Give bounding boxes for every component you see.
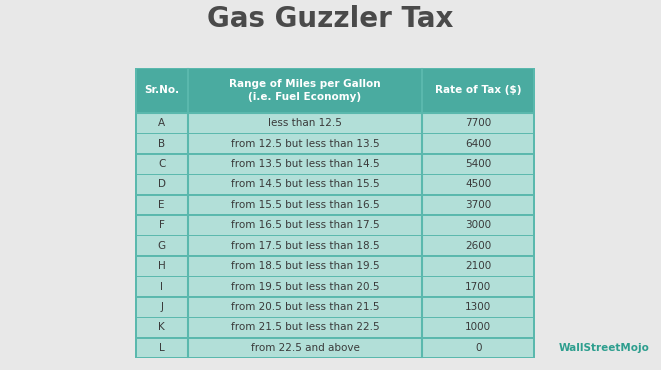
Text: 4500: 4500 xyxy=(465,179,492,189)
Text: from 20.5 but less than 21.5: from 20.5 but less than 21.5 xyxy=(231,302,379,312)
Text: Range of Miles per Gallon
(i.e. Fuel Economy): Range of Miles per Gallon (i.e. Fuel Eco… xyxy=(229,79,381,102)
Text: 5400: 5400 xyxy=(465,159,492,169)
Text: 1700: 1700 xyxy=(465,282,492,292)
Text: D: D xyxy=(157,179,166,189)
Text: Rate of Tax ($): Rate of Tax ($) xyxy=(435,85,522,95)
Text: from 14.5 but less than 15.5: from 14.5 but less than 15.5 xyxy=(231,179,379,189)
Text: from 16.5 but less than 17.5: from 16.5 but less than 17.5 xyxy=(231,220,379,230)
Text: H: H xyxy=(158,261,165,271)
Text: I: I xyxy=(160,282,163,292)
Text: 1000: 1000 xyxy=(465,322,491,332)
Text: B: B xyxy=(158,139,165,149)
Text: Gas Guzzler Tax: Gas Guzzler Tax xyxy=(208,5,453,33)
Text: E: E xyxy=(159,200,165,210)
Text: from 17.5 but less than 18.5: from 17.5 but less than 18.5 xyxy=(231,241,379,251)
Text: J: J xyxy=(160,302,163,312)
Text: 2100: 2100 xyxy=(465,261,492,271)
Text: from 13.5 but less than 14.5: from 13.5 but less than 14.5 xyxy=(231,159,379,169)
Text: A: A xyxy=(158,118,165,128)
Text: 2600: 2600 xyxy=(465,241,492,251)
Text: 1300: 1300 xyxy=(465,302,492,312)
Text: from 19.5 but less than 20.5: from 19.5 but less than 20.5 xyxy=(231,282,379,292)
Text: from 22.5 and above: from 22.5 and above xyxy=(251,343,360,353)
Text: from 18.5 but less than 19.5: from 18.5 but less than 19.5 xyxy=(231,261,379,271)
Text: Sr.No.: Sr.No. xyxy=(144,85,179,95)
Text: 3000: 3000 xyxy=(465,220,491,230)
Text: 7700: 7700 xyxy=(465,118,492,128)
Text: K: K xyxy=(158,322,165,332)
Text: F: F xyxy=(159,220,165,230)
Text: from 12.5 but less than 13.5: from 12.5 but less than 13.5 xyxy=(231,139,379,149)
Text: L: L xyxy=(159,343,165,353)
Text: 6400: 6400 xyxy=(465,139,492,149)
Text: C: C xyxy=(158,159,165,169)
Text: WallStreetMojo: WallStreetMojo xyxy=(559,343,650,353)
Text: 0: 0 xyxy=(475,343,482,353)
Text: 3700: 3700 xyxy=(465,200,492,210)
Text: less than 12.5: less than 12.5 xyxy=(268,118,342,128)
Text: from 15.5 but less than 16.5: from 15.5 but less than 16.5 xyxy=(231,200,379,210)
Text: from 21.5 but less than 22.5: from 21.5 but less than 22.5 xyxy=(231,322,379,332)
Text: G: G xyxy=(157,241,166,251)
